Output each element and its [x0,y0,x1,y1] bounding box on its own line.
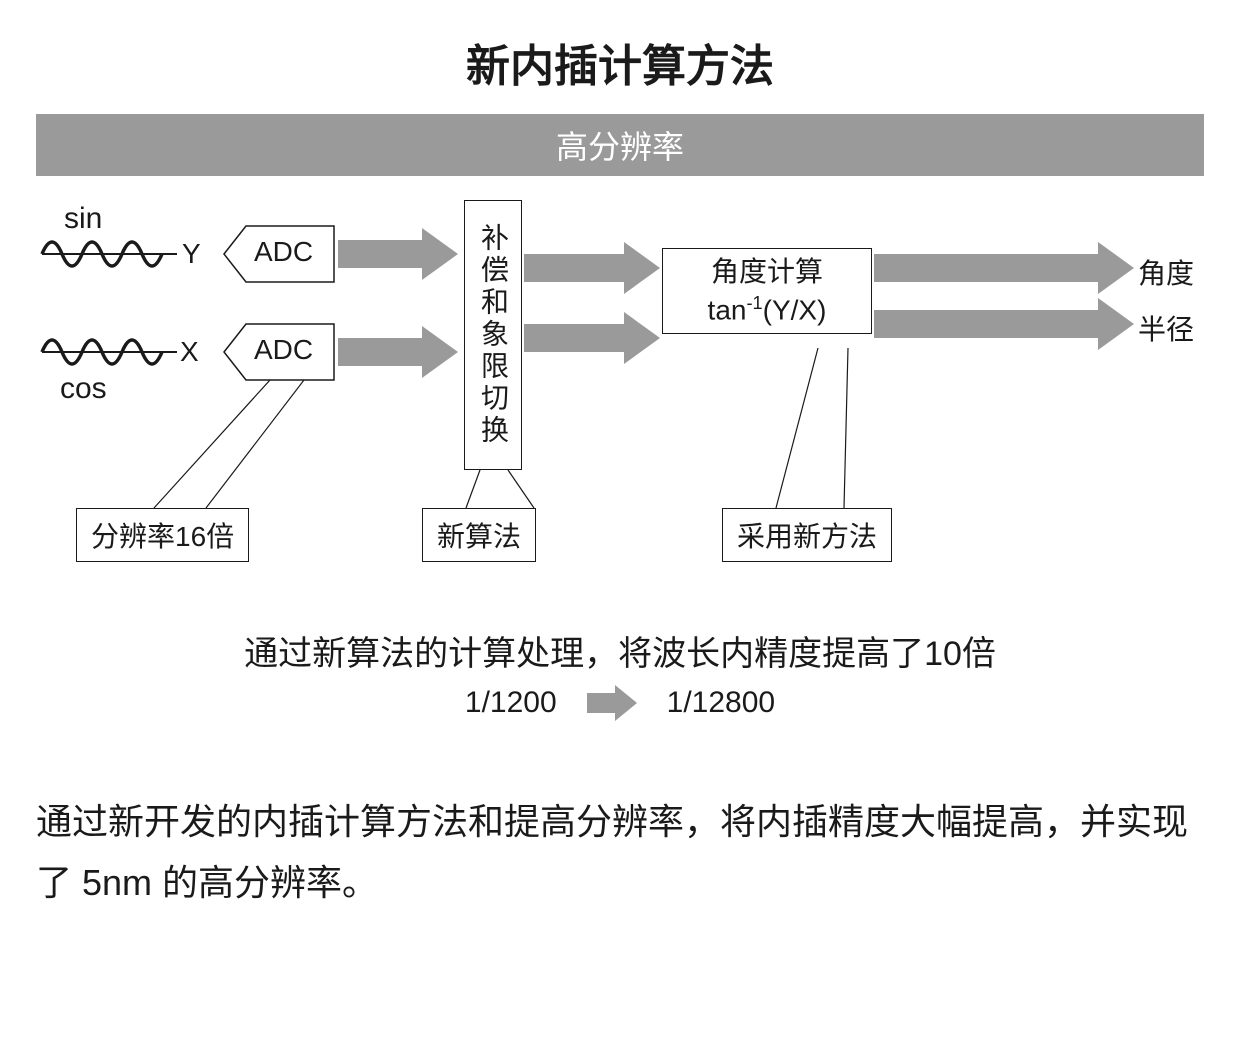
sine-wave-icon [42,242,177,266]
arrow-radius-output [874,298,1134,350]
callout-adc-resolution: 分辨率16倍 [76,508,249,562]
adc-text-bot: ADC [254,334,313,366]
page-title: 新内插计算方法 [0,0,1240,114]
summary-precision-line: 通过新算法的计算处理，将波长内精度提高了10倍 [0,626,1240,675]
output-angle: 角度 [1138,252,1194,292]
conclusion-paragraph: 通过新开发的内插计算方法和提高分辨率，将内插精度大幅提高，并实现了 5nm 的高… [36,791,1204,913]
cos-label: cos [60,372,107,406]
ratio-arrow-icon [587,685,637,721]
callout-new-method: 采用新方法 [722,508,892,562]
angle-calc-line2: tan-1(Y/X) [673,291,861,329]
sin-label: sin [64,202,102,236]
x-label: X [180,336,199,368]
arrow-comp-to-angle-top [524,242,660,294]
output-radius: 半径 [1138,308,1194,348]
banner-high-res: 高分辨率 [36,114,1204,176]
ratio-comparison: 1/1200 1/12800 [0,685,1240,721]
arrow-adc-to-comp-bot [338,326,458,378]
arrow-adc-to-comp-top [338,228,458,280]
callout-new-algorithm: 新算法 [422,508,536,562]
angle-calc-block: 角度计算 tan-1(Y/X) [662,248,872,334]
cosine-wave-icon [42,340,177,364]
ratio-before: 1/1200 [465,686,557,720]
arrow-comp-to-angle-bot [524,312,660,364]
y-label: Y [182,238,201,270]
signal-flow-diagram: sin Y X cos ADC ADC 补偿和象限切换 角度计算 tan-1(Y… [36,196,1204,616]
arrow-angle-output [874,242,1134,294]
compensation-block: 补偿和象限切换 [464,200,522,470]
angle-calc-line1: 角度计算 [673,253,861,291]
adc-text-top: ADC [254,236,313,268]
ratio-after: 1/12800 [667,686,775,720]
